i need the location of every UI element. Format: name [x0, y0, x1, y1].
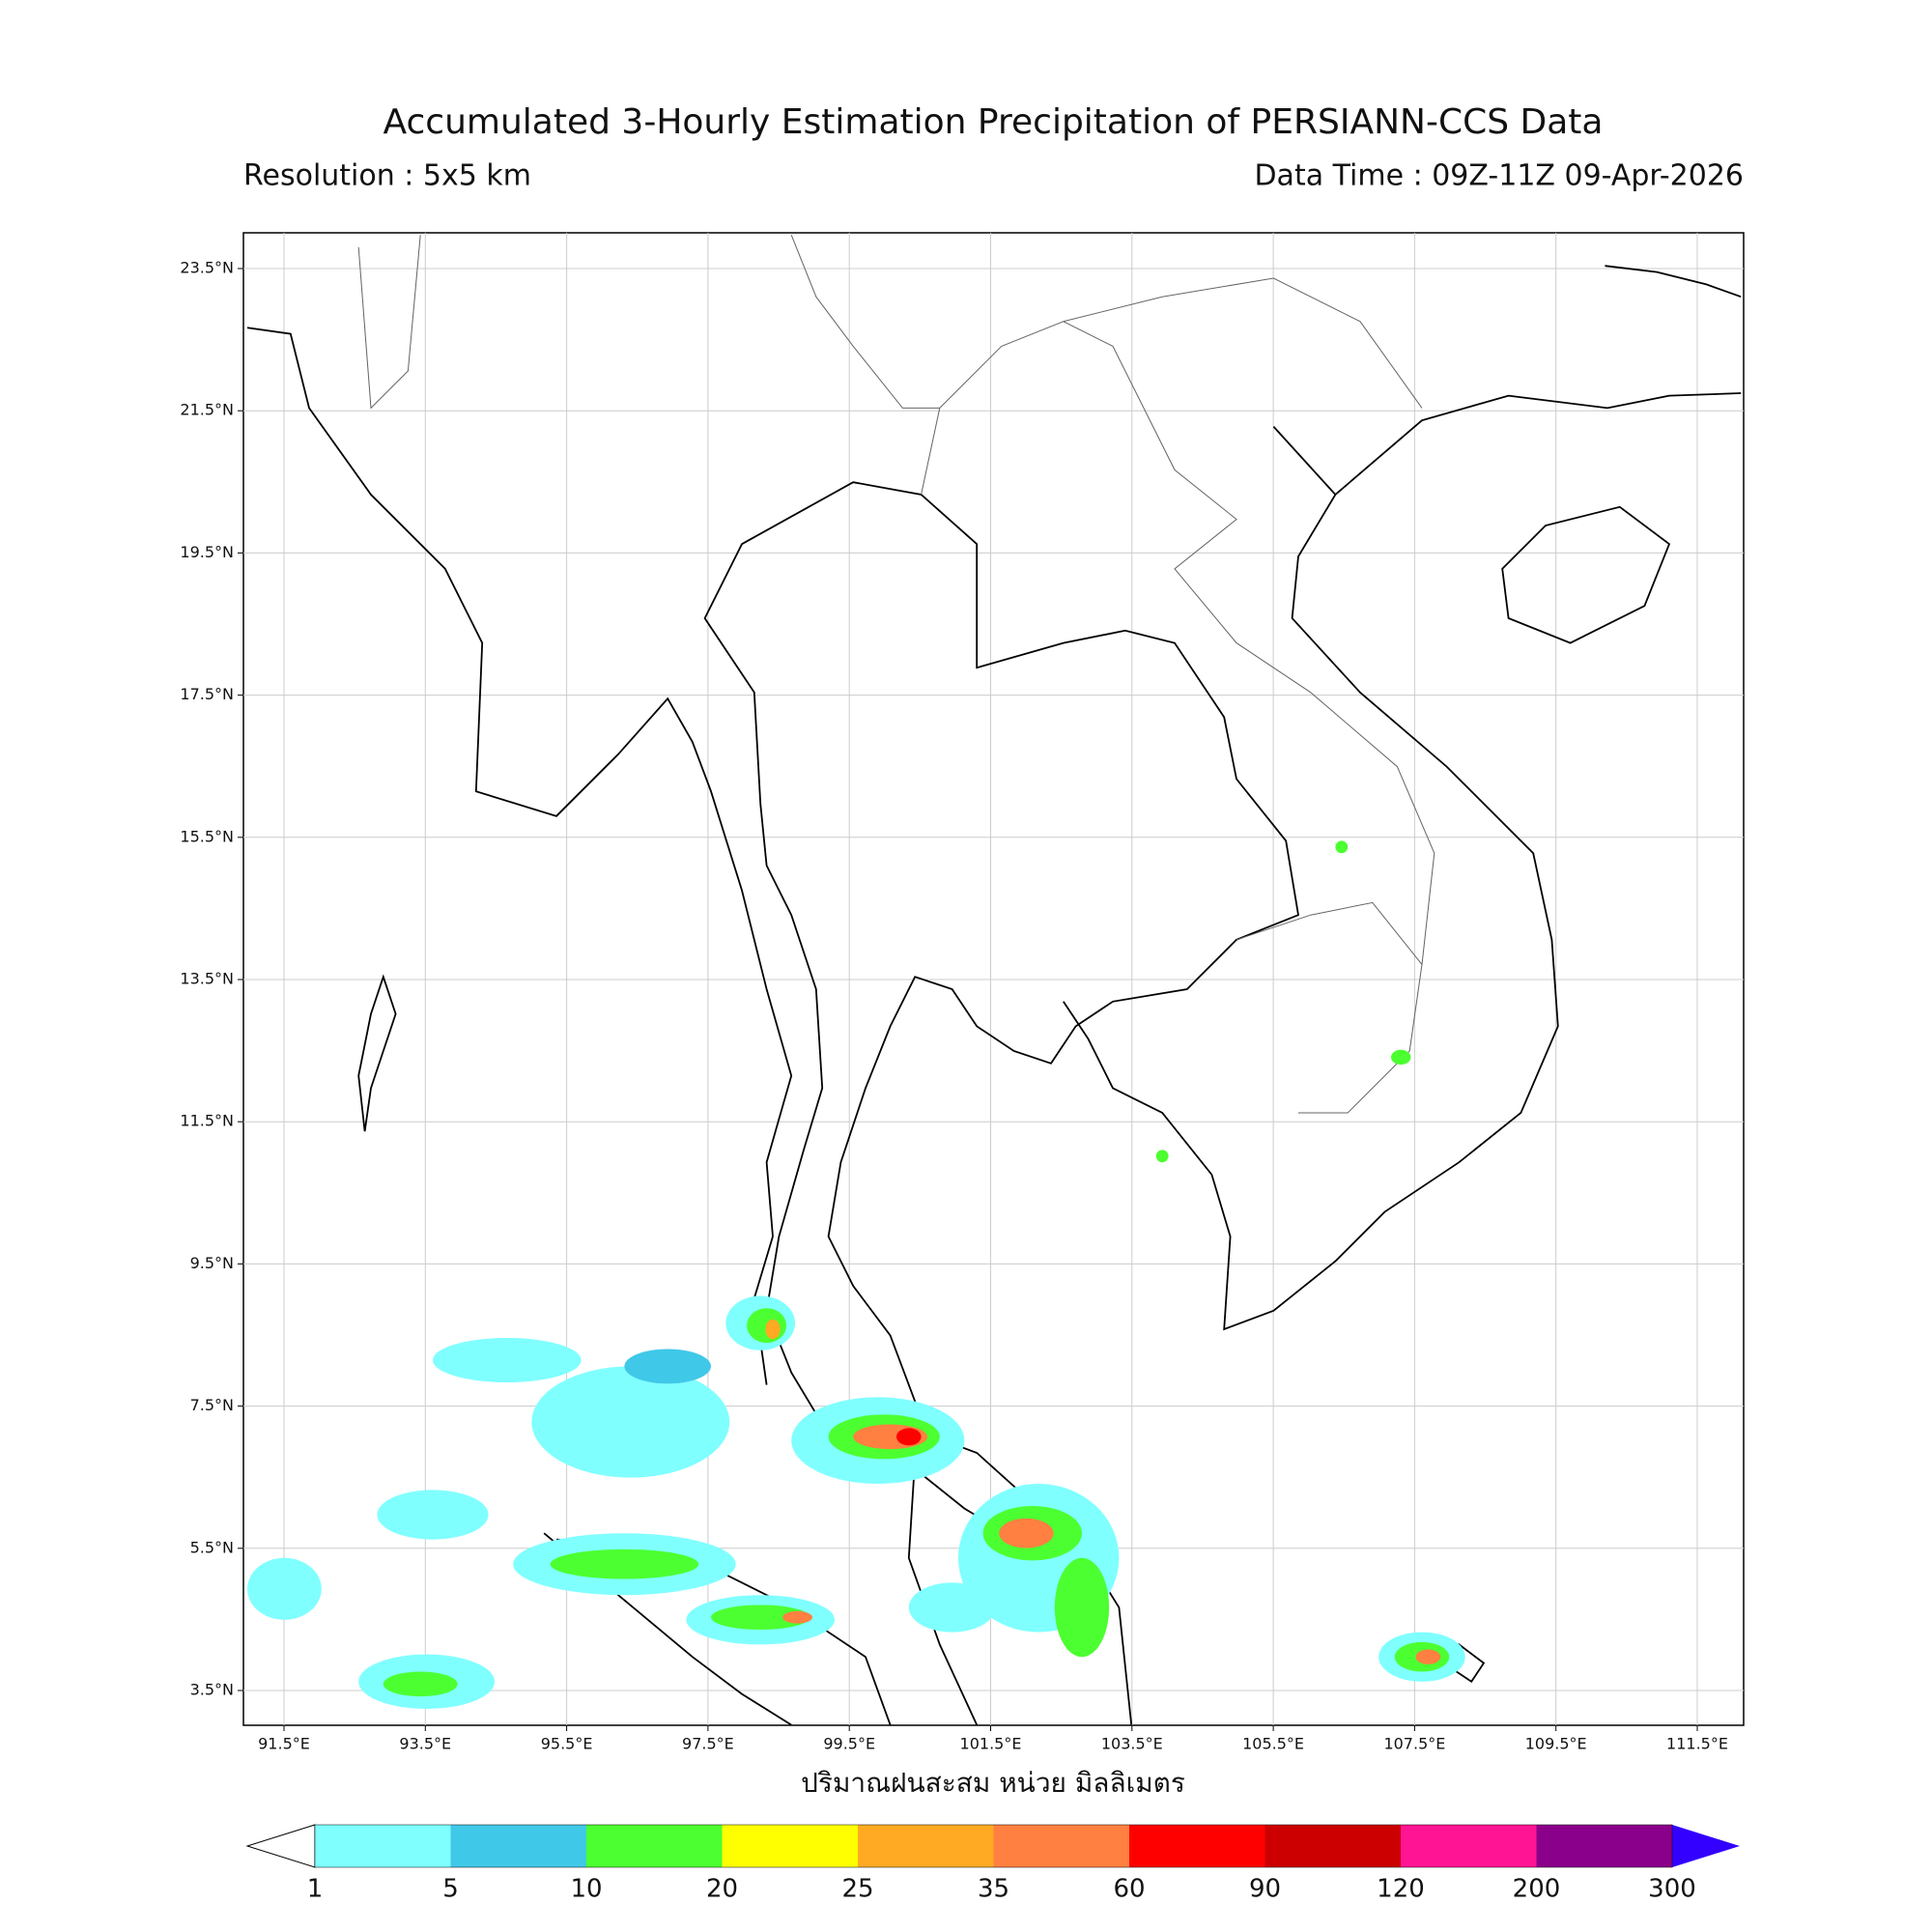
rain-area [531, 1366, 730, 1478]
rain-area [433, 1337, 582, 1383]
rain-area [1155, 1150, 1169, 1163]
rain-area [711, 1605, 810, 1631]
lon-tick-label: 109.5°E [1525, 1735, 1587, 1753]
colorbar-tick-label: 1 [307, 1875, 324, 1904]
colorbar-box [858, 1825, 994, 1867]
lon-tick-label: 99.5°E [823, 1735, 875, 1753]
lat-tick-label: 23.5°N [180, 259, 234, 277]
lat-tick-label: 11.5°N [180, 1112, 234, 1130]
rain-area [1054, 1557, 1110, 1658]
colorbar-box [315, 1825, 451, 1867]
colorbar-tick-label: 5 [442, 1875, 459, 1904]
colorbar-box [722, 1825, 858, 1867]
lon-tick-label: 91.5°E [258, 1735, 310, 1753]
myanmar-border [357, 235, 421, 410]
colorbar-tick-label: 90 [1249, 1875, 1281, 1904]
colorbar-box [993, 1825, 1129, 1867]
colorbar-tick-label: 25 [841, 1875, 873, 1904]
rain-area [765, 1319, 781, 1340]
rain-area [999, 1518, 1054, 1548]
title: Accumulated 3-Hourly Estimation Precipit… [384, 102, 1604, 142]
lat-tick-label: 17.5°N [180, 685, 234, 703]
lon-tick-label: 111.5°E [1666, 1735, 1728, 1753]
lat-tick-label: 21.5°N [180, 401, 234, 419]
rain-area [247, 1557, 322, 1620]
lat-tick-label: 9.5°N [190, 1254, 234, 1272]
china-border [790, 235, 1423, 409]
colorbar-box [586, 1825, 723, 1867]
lon-tick-label: 107.5°E [1383, 1735, 1445, 1753]
lon-tick-label: 95.5°E [541, 1735, 593, 1753]
china-coast-north [1605, 265, 1742, 298]
rain-area [908, 1582, 996, 1633]
colorbar-tick-label: 10 [570, 1875, 602, 1904]
colorbar-tick-label: 120 [1377, 1875, 1425, 1904]
vietnam-coast [1063, 425, 1559, 1331]
colorbar-tick-label: 200 [1513, 1875, 1561, 1904]
colorbar-label: ปริมาณฝนสะสม หน่วย มิลลิเมตร [801, 1767, 1185, 1799]
rain-area [782, 1610, 812, 1624]
rain-area [383, 1671, 458, 1697]
lat-tick-label: 19.5°N [180, 543, 234, 561]
lon-tick-label: 93.5°E [399, 1735, 451, 1753]
colorbar-under [245, 1824, 316, 1868]
rain-area [1391, 1049, 1411, 1065]
lon-tick-label: 97.5°E [682, 1735, 734, 1753]
hainan [1501, 505, 1671, 644]
colorbar-box [1536, 1825, 1672, 1867]
colorbar-tick-label: 60 [1113, 1875, 1145, 1904]
lat-tick-label: 3.5°N [190, 1681, 234, 1699]
colorbar-tick-label: 35 [978, 1875, 1009, 1904]
lat-tick-label: 7.5°N [190, 1396, 234, 1414]
lat-tick-label: 5.5°N [190, 1538, 234, 1556]
lat-tick-label: 15.5°N [180, 827, 234, 845]
andaman-islands [357, 974, 397, 1132]
rain-area [1415, 1649, 1441, 1664]
colorbar-box [1129, 1825, 1265, 1867]
coastline [246, 327, 793, 1385]
rain-area [550, 1548, 699, 1579]
precipitation [247, 840, 1465, 1709]
thailand-outline [703, 481, 1300, 1548]
colorbar-tick-label: 300 [1648, 1875, 1696, 1904]
colorbar-box [450, 1825, 586, 1867]
lon-tick-label: 105.5°E [1242, 1735, 1304, 1753]
colorbar-over [1672, 1825, 1740, 1867]
colorbar-box [1401, 1825, 1537, 1867]
laos-border [921, 321, 1435, 1114]
rain-area [896, 1428, 922, 1446]
lon-tick-label: 103.5°E [1101, 1735, 1163, 1753]
colorbar-outline [314, 1824, 1673, 1868]
lat-tick-label: 13.5°N [180, 970, 234, 988]
rain-area [624, 1349, 711, 1384]
colorbar-box [1264, 1825, 1401, 1867]
china-coast [1334, 392, 1742, 496]
lon-tick-label: 101.5°E [960, 1735, 1022, 1753]
data-time: Data Time : 09Z-11Z 09-Apr-2026 [1254, 159, 1744, 193]
cambodia-border [1236, 901, 1423, 965]
colorbar-tick-label: 20 [706, 1875, 738, 1904]
rain-area [1335, 840, 1349, 854]
rain-area [377, 1490, 489, 1540]
resolution: Resolution : 5x5 km [243, 159, 531, 193]
colorbar: 1 5 10 20 25 35 60 90 120 200 300 [245, 1824, 1740, 1904]
